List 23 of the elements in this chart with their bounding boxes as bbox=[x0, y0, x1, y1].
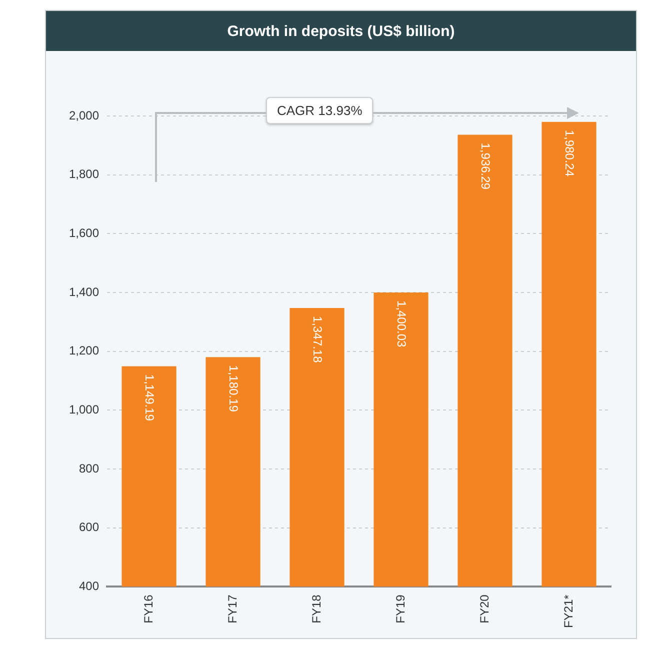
y-tick-label: 1,400 bbox=[69, 284, 100, 299]
data-label: 1,347.18 bbox=[310, 316, 325, 364]
x-tick-label: FY17 bbox=[225, 594, 240, 624]
data-label: 1,149.19 bbox=[142, 374, 157, 422]
data-label: 1,980.24 bbox=[562, 130, 577, 177]
x-tick-label: FY20 bbox=[477, 594, 492, 624]
y-tick-label: 1,800 bbox=[69, 167, 100, 182]
annotation: CAGR 13.93% bbox=[266, 97, 374, 124]
y-tick-label: 1,600 bbox=[69, 226, 100, 240]
x-tick-label: FY16 bbox=[141, 594, 156, 624]
y-tick-label: 800 bbox=[79, 461, 100, 476]
y-tick-label: 1,200 bbox=[69, 344, 100, 358]
x-tick-label: FY21* bbox=[561, 594, 576, 628]
data-label: 1,936.29 bbox=[478, 142, 493, 190]
chart-title: Growth in deposits (US$ billion) bbox=[46, 11, 636, 51]
x-tick-label: FY19 bbox=[393, 594, 408, 624]
x-tick-label: FY18 bbox=[309, 594, 324, 624]
y-tick-label: 1,000 bbox=[69, 402, 100, 416]
data-label: 1,180.19 bbox=[226, 365, 241, 412]
y-tick-label: 2,000 bbox=[69, 108, 100, 122]
y-tick-label: 400 bbox=[79, 578, 100, 593]
data-label: 1,400.03 bbox=[394, 300, 409, 348]
y-tick-label: 600 bbox=[79, 520, 100, 534]
